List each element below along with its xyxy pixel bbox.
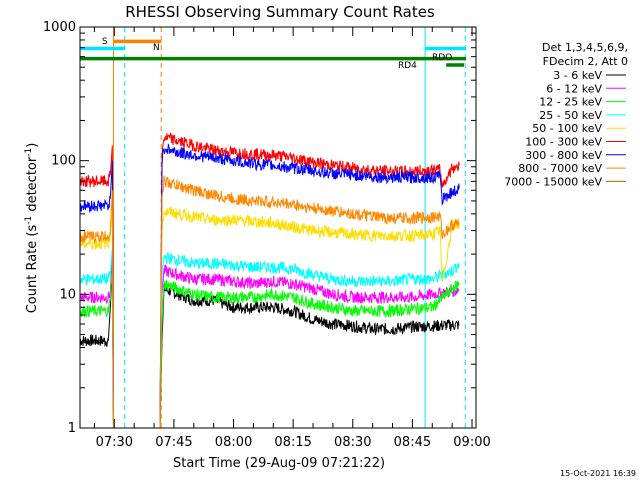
y-tick-label: 1: [68, 421, 76, 436]
series-line-3-6-keV: [80, 270, 460, 428]
series-line-6-12-keV: [80, 254, 460, 428]
x-tick-label: 08:00: [215, 435, 252, 450]
series-line-100-300-keV: [80, 131, 460, 428]
y-axis-label-end: ): [25, 143, 40, 148]
legend-label: 800 - 7000 keV: [518, 162, 602, 175]
y-axis-label-sup1: -1: [24, 216, 34, 225]
x-tick-label: 07:30: [96, 435, 133, 450]
plot-area: [80, 27, 467, 428]
x-axis-label: Start Time (29-Aug-09 07:21:22): [173, 456, 385, 471]
legend-label: 6 - 12 keV: [546, 82, 602, 95]
x-tick-label: 07:45: [155, 435, 192, 450]
x-tick-label: 08:30: [334, 435, 371, 450]
y-tick-label: 10: [59, 287, 76, 302]
legend-label: 3 - 6 keV: [553, 69, 602, 82]
series-line-12-25-keV: [80, 266, 460, 428]
plot-frame: [79, 26, 477, 429]
legend-label: 50 - 100 keV: [532, 122, 602, 135]
legend-label: 12 - 25 keV: [539, 96, 602, 109]
x-tick-label: 08:45: [394, 435, 431, 450]
legend-label: 25 - 50 keV: [539, 109, 602, 122]
y-axis-label-main: Count Rate (s: [25, 225, 40, 314]
annotation-rd4: RD4: [398, 61, 417, 71]
series-line-800-7000-keV: [80, 175, 460, 428]
y-tick-label: 1000: [43, 20, 76, 35]
y-axis-label: Count Rate (s-1 detector-1): [24, 143, 40, 314]
x-tick-label: 08:15: [274, 435, 311, 450]
legend-label: 100 - 300 keV: [525, 136, 602, 149]
legend-label: 300 - 800 keV: [525, 149, 602, 162]
legend-header-line: Det 1,3,4,5,6,9,: [542, 41, 628, 54]
y-tick-label: 100: [51, 154, 76, 169]
annotation-s: S: [102, 37, 108, 47]
x-tick-label: 09:00: [453, 435, 490, 450]
legend-header-line: FDecim 2, Att 0: [543, 55, 628, 68]
timestamp: 15-Oct-2021 16:39: [560, 469, 636, 478]
series-line-50-100-keV: [80, 206, 460, 428]
y-axis-label-mid: detector: [25, 156, 40, 216]
series-line-300-800-keV: [80, 143, 460, 428]
y-axis-label-sup2: -1: [24, 148, 34, 157]
series-line-25-50-keV: [80, 248, 460, 428]
annotation-n: N: [153, 43, 160, 53]
legend-label: 7000 - 15000 keV: [504, 175, 602, 188]
chart-title: RHESSI Observing Summary Count Rates: [125, 3, 435, 21]
annotation-rdo: RDO: [432, 53, 452, 63]
